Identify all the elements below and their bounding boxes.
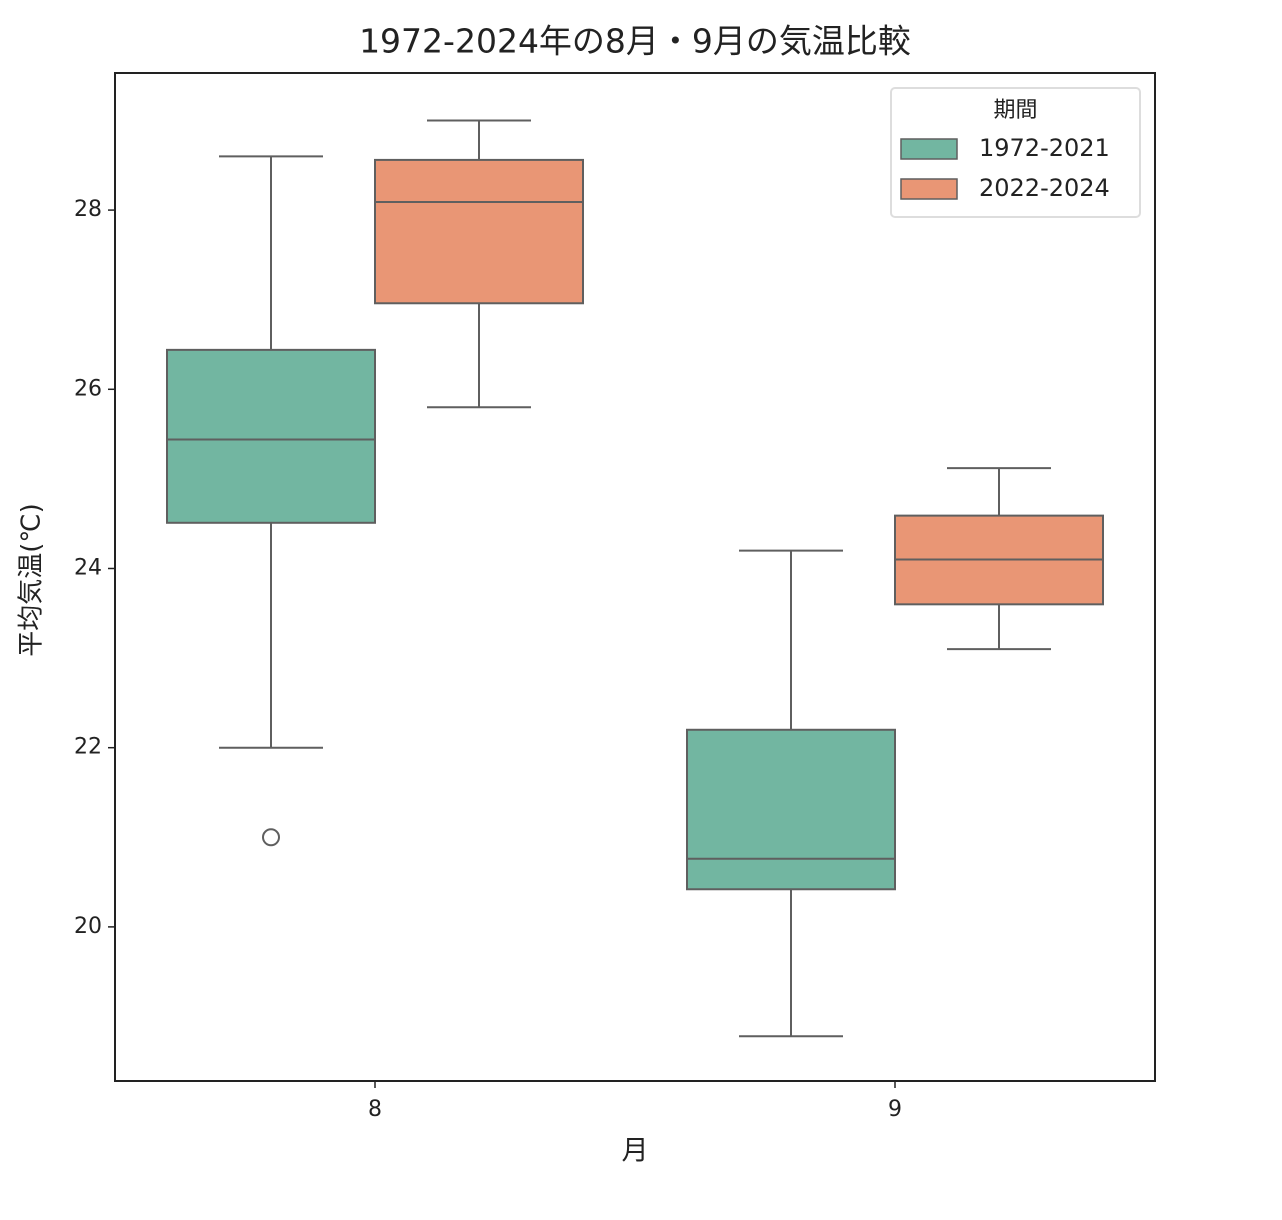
y-tick-label: 22	[74, 735, 102, 760]
box	[374, 158, 584, 305]
x-tick-label: 9	[888, 1097, 902, 1122]
y-axis-label: 平均気温(℃)	[17, 503, 47, 657]
y-tick-label: 28	[74, 197, 102, 222]
x-tick-label: 8	[368, 1097, 382, 1122]
y-tick-label: 20	[74, 914, 102, 939]
plot-frame	[114, 72, 1156, 1082]
legend-title: 期間	[993, 98, 1037, 123]
legend-swatch	[900, 178, 958, 200]
x-axis-label: 月	[622, 1136, 649, 1167]
y-tick-label: 24	[74, 555, 102, 580]
legend-label: 1972-2021	[979, 134, 1110, 162]
y-tick-label: 26	[74, 376, 102, 401]
outlier	[262, 828, 280, 847]
chart-title: 1972-2024年の8月・9月の気温比較	[359, 22, 911, 61]
box	[166, 348, 376, 524]
legend-swatch	[900, 138, 958, 160]
legend-label: 2022-2024	[979, 174, 1110, 202]
box	[686, 728, 896, 891]
